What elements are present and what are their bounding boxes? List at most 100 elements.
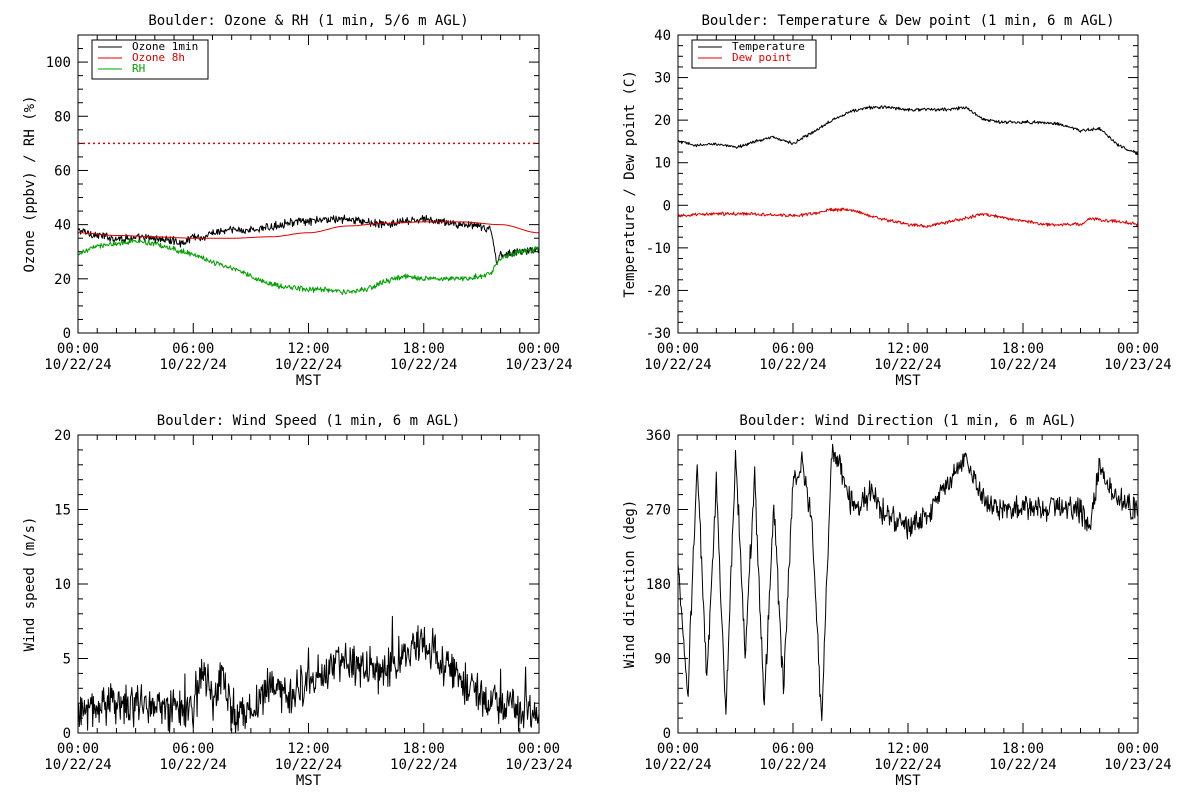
y-tick-label: -20 [646, 283, 671, 299]
x-tick-date: 10/22/24 [275, 357, 342, 373]
y-axis-label: Temperature / Dew point (C) [622, 70, 638, 298]
y-tick-label: 40 [54, 218, 71, 234]
x-tick-date: 10/22/24 [44, 357, 111, 373]
y-tick-label: -10 [646, 241, 671, 257]
ozone-rh-panel: Boulder: Ozone & RH (1 min, 5/6 m AGL) 0 2… [22, 13, 573, 389]
y-axis-label: Wind speed (m/s) [22, 517, 38, 652]
y-tick-label: 20 [54, 272, 71, 288]
x-tick-time: 00:00 [657, 341, 699, 357]
y-tick-label: 0 [663, 726, 671, 742]
series-line-data [678, 443, 1138, 722]
plot-frame [677, 34, 1139, 334]
y-tick-label: 100 [46, 55, 71, 71]
y-tick-label: 90 [654, 652, 671, 668]
y-tick-label: 40 [654, 28, 671, 44]
x-tick-time: 18:00 [403, 741, 445, 757]
x-tick-time: 06:00 [172, 741, 214, 757]
plot-area [78, 142, 539, 296]
x-axis-label: MST [895, 373, 921, 389]
x-tick-time: 06:00 [172, 341, 214, 357]
wind-direction-panel: Boulder: Wind Direction (1 min, 6 m AGL)… [622, 413, 1172, 789]
x-tick-date: 10/22/24 [160, 357, 227, 373]
series-line-ozone-8h [78, 221, 539, 239]
y-tick-label: 10 [54, 577, 71, 593]
plot-frame [77, 34, 540, 334]
legend-entry: Dew point [732, 51, 792, 64]
chart-title: Boulder: Wind Direction (1 min, 6 m AGL) [739, 413, 1076, 429]
x-axis-label: MST [895, 773, 921, 789]
series-line-dew-point [678, 207, 1138, 228]
y-tick-label: 20 [54, 428, 71, 444]
x-tick-date: 10/23/24 [1104, 357, 1171, 373]
y-axis-label: Ozone (ppbv) / RH (%) [22, 95, 38, 272]
series-line-ozone-1min [78, 214, 539, 265]
x-tick-date: 10/22/24 [390, 757, 457, 773]
plot-area [78, 615, 539, 733]
x-tick-time: 12:00 [887, 741, 929, 757]
chart-title: Boulder: Wind Speed (1 min, 6 m AGL) [157, 413, 460, 429]
plot-area [678, 105, 1138, 228]
y-tick-label: 30 [654, 71, 671, 87]
y-tick-label: 0 [63, 326, 71, 342]
x-tick-date: 10/22/24 [160, 757, 227, 773]
x-axis-label: MST [296, 373, 322, 389]
y-tick-label: 0 [63, 726, 71, 742]
y-tick-label: -30 [646, 326, 671, 342]
y-tick-label: 20 [654, 113, 671, 129]
x-tick-time: 18:00 [403, 341, 445, 357]
x-tick-time: 18:00 [1002, 741, 1044, 757]
x-tick-date: 10/23/24 [505, 757, 572, 773]
x-tick-date: 10/22/24 [644, 357, 711, 373]
x-tick-time: 12:00 [887, 341, 929, 357]
y-tick-label: 5 [63, 652, 71, 668]
legend-entry: RH [132, 62, 145, 75]
x-tick-time: 00:00 [1117, 341, 1159, 357]
x-tick-time: 00:00 [518, 341, 560, 357]
x-tick-time: 00:00 [57, 341, 99, 357]
series-line-temperature [678, 105, 1138, 156]
x-tick-time: 12:00 [287, 741, 329, 757]
y-tick-label: 360 [646, 428, 671, 444]
y-axis-label: Wind direction (deg) [622, 500, 638, 669]
x-tick-date: 10/22/24 [44, 757, 111, 773]
x-tick-time: 00:00 [57, 741, 99, 757]
x-tick-date: 10/22/24 [644, 757, 711, 773]
y-tick-label: 180 [646, 577, 671, 593]
x-tick-date: 10/22/24 [759, 757, 826, 773]
x-tick-time: 06:00 [772, 741, 814, 757]
legend-entry: Ozone 1min [132, 40, 198, 53]
chart-title: Boulder: Ozone & RH (1 min, 5/6 m AGL) [148, 13, 468, 29]
wind-speed-panel: Boulder: Wind Speed (1 min, 6 m AGL) 0 5 10… [22, 413, 573, 789]
legend-entry: Temperature [732, 40, 805, 53]
x-tick-date: 10/22/24 [390, 357, 457, 373]
x-tick-date: 10/23/24 [1104, 757, 1171, 773]
x-axis-label: MST [296, 773, 322, 789]
y-tick-label: 270 [646, 503, 671, 519]
x-tick-date: 10/22/24 [874, 757, 941, 773]
y-tick-label: 10 [654, 156, 671, 172]
series-line-data [78, 615, 539, 733]
legend-entry: Ozone 8h [132, 51, 185, 64]
x-tick-date: 10/22/24 [874, 357, 941, 373]
series-line-rh [78, 238, 539, 296]
x-tick-date: 10/22/24 [759, 357, 826, 373]
x-tick-date: 10/22/24 [989, 757, 1056, 773]
x-tick-date: 10/22/24 [275, 757, 342, 773]
temperature-dewpoint-panel: Boulder: Temperature & Dew point (1 min,… [622, 13, 1172, 389]
x-tick-time: 00:00 [1117, 741, 1159, 757]
legend-box [691, 39, 817, 69]
y-tick-label: 80 [54, 109, 71, 125]
plot-frame [677, 434, 1139, 734]
x-tick-time: 00:00 [518, 741, 560, 757]
y-tick-label: 60 [54, 163, 71, 179]
plot-area [678, 443, 1138, 722]
x-tick-date: 10/22/24 [989, 357, 1056, 373]
x-tick-time: 12:00 [287, 341, 329, 357]
x-tick-time: 18:00 [1002, 341, 1044, 357]
chart-title: Boulder: Temperature & Dew point (1 min,… [701, 13, 1114, 29]
x-tick-time: 06:00 [772, 341, 814, 357]
x-tick-time: 00:00 [657, 741, 699, 757]
